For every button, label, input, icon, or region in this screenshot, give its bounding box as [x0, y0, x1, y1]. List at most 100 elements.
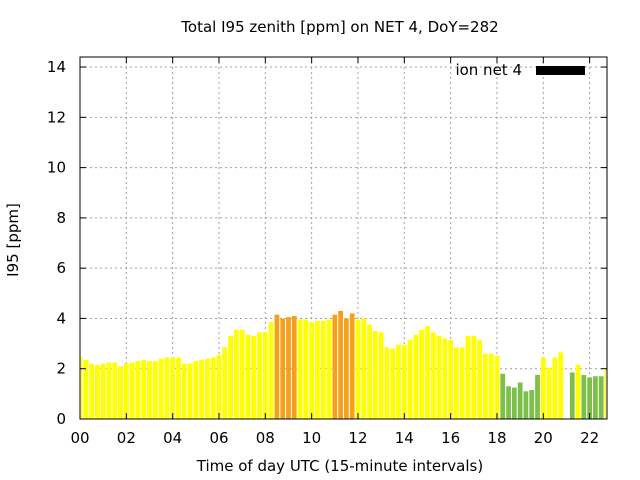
bar: [413, 334, 419, 419]
bar: [344, 318, 349, 419]
bar: [315, 320, 320, 419]
bar: [535, 375, 540, 419]
y-tick-label: 2: [56, 360, 66, 378]
x-tick-label: 22: [580, 429, 599, 447]
bar: [436, 336, 442, 419]
x-tick-label: 02: [117, 429, 136, 447]
bar: [320, 320, 326, 419]
bar: [210, 357, 216, 419]
bar: [95, 364, 100, 419]
bar: [193, 361, 199, 419]
x-tick-label: 16: [441, 429, 460, 447]
bar: [100, 363, 106, 419]
x-tick-label: 20: [534, 429, 553, 447]
bar: [558, 352, 564, 419]
bar: [135, 361, 141, 419]
bar: [262, 332, 268, 419]
bar: [286, 317, 291, 419]
bar: [158, 358, 164, 419]
y-tick-label: 12: [47, 108, 66, 126]
y-tick-label: 10: [47, 159, 66, 177]
bar: [575, 364, 581, 419]
bar: [587, 377, 592, 419]
bar: [297, 319, 303, 419]
bar: [494, 356, 500, 419]
bar: [181, 363, 187, 419]
bar: [372, 331, 378, 419]
y-tick-label: 6: [56, 259, 66, 277]
bar: [517, 382, 523, 419]
bar: [448, 339, 454, 419]
bar: [251, 336, 257, 419]
bar: [83, 359, 89, 419]
bar: [332, 314, 338, 419]
bar: [552, 357, 558, 419]
bar: [390, 348, 396, 419]
bar: [89, 363, 94, 419]
bar: [384, 347, 390, 419]
bar: [233, 329, 239, 419]
bar: [280, 318, 286, 419]
bar: [216, 354, 222, 419]
x-tick-label: 04: [163, 429, 182, 447]
bar: [483, 353, 488, 419]
bar: [401, 344, 407, 419]
plot-frame: [79, 56, 608, 420]
bar: [506, 386, 511, 419]
bar: [529, 390, 535, 419]
bar: [303, 319, 309, 419]
bar: [593, 376, 598, 419]
bar: [500, 373, 506, 419]
y-tick-label: 14: [47, 58, 66, 76]
bar: [488, 353, 494, 419]
bar: [268, 322, 274, 419]
bar: [454, 347, 459, 419]
bar: [378, 332, 384, 419]
y-tick-label: 8: [56, 209, 66, 227]
bar: [309, 322, 315, 419]
bar: [147, 361, 152, 419]
bar: [581, 375, 587, 419]
x-tick-label: 14: [395, 429, 414, 447]
x-tick-label: 10: [302, 429, 321, 447]
bar: [205, 358, 210, 419]
bar: [598, 376, 604, 419]
bar: [123, 363, 129, 419]
x-tick-label: 08: [256, 429, 275, 447]
bar: [106, 362, 112, 419]
bar: [141, 359, 147, 419]
bar: [81, 357, 83, 419]
bar: [152, 361, 158, 419]
bar: [569, 372, 575, 419]
bar: [112, 362, 118, 419]
bar: [361, 318, 367, 419]
bar: [338, 310, 343, 419]
bar: [604, 368, 606, 419]
bar: [164, 357, 170, 419]
bar: [199, 359, 204, 419]
bar: [407, 339, 413, 419]
bar: [471, 336, 477, 419]
x-axis-label: Time of day UTC (15-minute intervals): [196, 457, 483, 475]
bar: [291, 315, 297, 419]
bar: [459, 347, 465, 419]
bar: [523, 391, 529, 419]
bar-layer: [81, 310, 606, 419]
bar: [465, 336, 471, 419]
bar: [349, 313, 355, 419]
bar: [187, 363, 193, 419]
bar: [355, 319, 361, 419]
bar: [326, 319, 332, 419]
bar: [540, 357, 546, 419]
bar: [257, 332, 262, 419]
bar: [170, 357, 176, 419]
chart-title: Total I95 zenith [ppm] on NET 4, DoY=282: [180, 18, 498, 36]
bar: [239, 329, 245, 419]
bar: [430, 332, 436, 419]
bar: [367, 324, 372, 419]
x-tick-label: 12: [348, 429, 367, 447]
bar: [419, 329, 425, 419]
y-tick-label: 0: [56, 410, 66, 428]
